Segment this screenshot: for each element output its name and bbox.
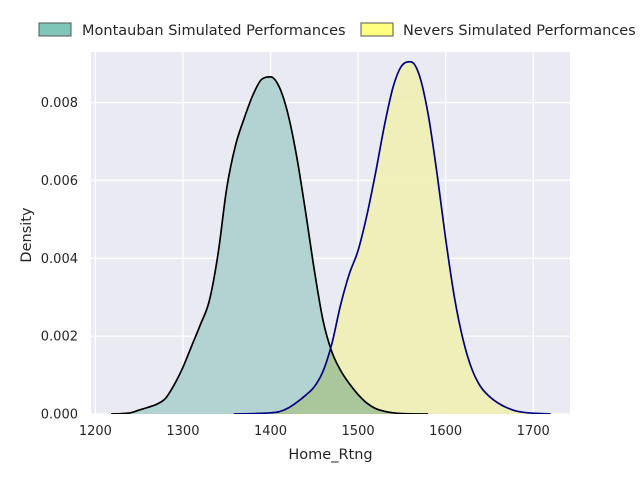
y-tick-label: 0.008 — [41, 96, 78, 111]
x-tick-label: 1600 — [429, 424, 462, 439]
y-tick-label: 0.004 — [41, 252, 78, 267]
x-tick-label: 1400 — [254, 424, 287, 439]
x-axis-label: Home_Rtng — [288, 447, 372, 463]
y-tick-label: 0.002 — [41, 330, 78, 345]
legend-label-montauban: Montauban Simulated Performances — [82, 23, 346, 39]
legend-item-nevers[interactable]: Nevers Simulated Performances — [360, 22, 636, 39]
density-line-nevers — [233, 60, 551, 414]
legend-swatch-montauban — [38, 22, 72, 37]
x-tick-label: 1200 — [79, 424, 112, 439]
density-lines — [111, 60, 551, 414]
legend-item-montauban[interactable]: Montauban Simulated Performances — [38, 22, 346, 39]
density-line-montauban — [111, 76, 429, 414]
density-area-montauban — [111, 76, 429, 414]
y-axis-label: Density — [19, 207, 35, 263]
y-tick-label: 0.006 — [41, 174, 78, 189]
x-tick-label: 1300 — [166, 424, 199, 439]
x-tick-label: 1700 — [517, 424, 550, 439]
density-area-nevers — [233, 61, 551, 414]
tick-labels: 1200 1300 1400 1500 1600 1700 0.000 0.002 0.004 0… — [41, 96, 550, 439]
density-areas — [111, 61, 551, 414]
legend-label-nevers: Nevers Simulated Performances — [403, 23, 636, 39]
legend-swatch-nevers — [360, 22, 394, 37]
legend: Montauban Simulated Performances Nevers … — [38, 22, 636, 39]
y-tick-label: 0.000 — [41, 408, 78, 423]
x-tick-label: 1500 — [342, 424, 375, 439]
